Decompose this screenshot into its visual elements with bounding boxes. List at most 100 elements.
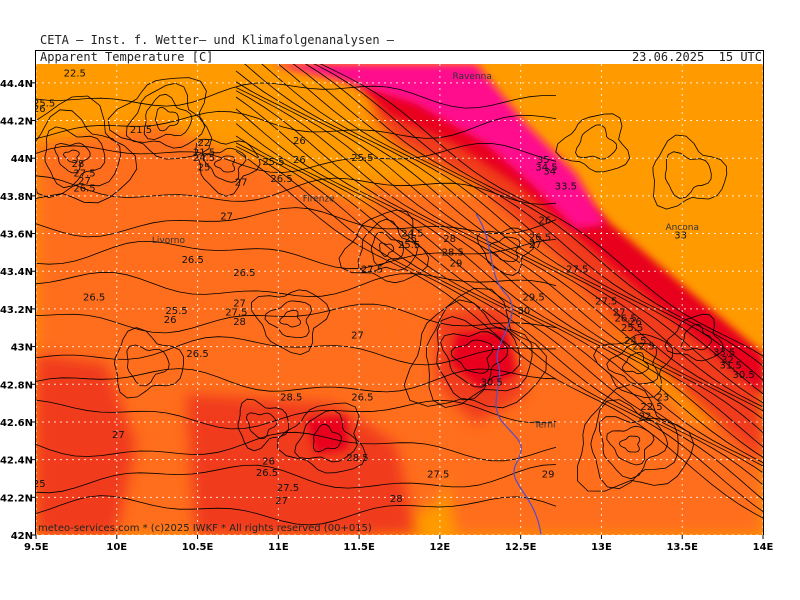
isoline-loop-23: [450, 339, 494, 374]
temperature-field: [36, 64, 763, 535]
isoline-loop-1: [36, 109, 121, 199]
lat-tick-label: 43N: [11, 343, 33, 354]
contour-label: 26.5: [73, 183, 95, 194]
city-label-ancona: Ancona: [665, 223, 699, 233]
contour-label: 25: [36, 479, 46, 490]
isoline-loop-28: [245, 412, 278, 440]
lon-tick-label: 14E: [753, 542, 774, 553]
isoline-west-3: [36, 175, 557, 205]
isoline-west-8: [36, 336, 557, 366]
isolines: [36, 64, 763, 526]
field-region-8: [306, 416, 348, 454]
lat-tick-label: 42.8N: [0, 380, 33, 391]
contour-label: 27: [613, 308, 626, 319]
contour-label: 28: [233, 317, 246, 328]
isoline-coastal-14: [235, 135, 763, 486]
isoline-coastal-0: [319, 64, 763, 357]
contour-label: 26.5: [186, 349, 208, 360]
contour-label: 25.5: [165, 306, 187, 317]
contour-label: 28.5: [280, 392, 302, 403]
contour-label: 30.5: [732, 370, 754, 381]
contour-label: 26: [36, 104, 46, 115]
contour-label: 27: [351, 330, 364, 341]
lat-tick-label: 42.6N: [0, 418, 33, 429]
contour-label: 29: [450, 259, 463, 270]
isoline-loop-39: [114, 327, 184, 399]
contour-label: 28: [390, 494, 403, 505]
isoline-loop-5: [107, 77, 213, 160]
lon-tick-label: 12.5E: [505, 542, 537, 553]
lon-tick-label: 10E: [106, 542, 127, 553]
contour-label: 25: [404, 234, 417, 245]
isoline-west-1: [36, 110, 557, 139]
contour-label: 22.5: [64, 68, 86, 79]
isoline-loop-22: [440, 331, 509, 388]
valid-time: 23.06.2025 15 UTC: [631, 50, 762, 64]
contour-label: 27: [235, 178, 248, 189]
contour-label: 28: [443, 234, 456, 245]
isoline-coastal-16: [235, 145, 763, 512]
contour-label: 29.5: [522, 293, 544, 304]
contour-label: 30: [518, 306, 531, 317]
contour-label: 35: [537, 155, 550, 166]
contour-label: 27: [275, 496, 288, 507]
isoline-loop-26: [312, 423, 342, 453]
contour-label: 26.5: [83, 293, 105, 304]
contour-label: 33.5: [713, 347, 735, 358]
lon-tick-label: 9.5E: [24, 542, 49, 553]
lon-tick-label: 11E: [268, 542, 289, 553]
field-region-9: [271, 64, 606, 229]
contour-label: 28: [72, 159, 85, 170]
lon-tick-label: 10.5E: [182, 542, 214, 553]
isoline-loop-15: [379, 242, 395, 257]
isoline-coastal-10: [235, 90, 763, 458]
isoline-loop-33: [590, 399, 679, 490]
isoline-loop-43: [555, 113, 631, 173]
contour-label: 27: [78, 176, 91, 187]
isoline-west-12: [36, 464, 557, 494]
temperature-map[interactable]: Ravenna Firenze Livorno Ancona Terni 22.5 25.…: [36, 64, 763, 535]
river-path: [475, 213, 542, 535]
isoline-coastal-12: [235, 108, 763, 467]
contour-label: 26.5: [351, 392, 373, 403]
lat-tick-label: 42N: [11, 531, 33, 542]
isoline-west-6: [36, 271, 557, 298]
lon-tick-label: 13E: [591, 542, 612, 553]
contour-label: 24.5: [624, 336, 646, 347]
contour-label: 26.5: [270, 174, 292, 185]
isoline-loop-44: [575, 124, 618, 160]
isoline-loop-27: [237, 398, 290, 452]
isoline-loop-17: [264, 300, 313, 339]
contour-label: 25: [198, 163, 211, 174]
isoline-coastal-3: [292, 64, 763, 395]
contour-label: 27: [220, 212, 233, 223]
city-label-terni: Terni: [533, 421, 555, 431]
isoline-loop-38: [681, 323, 713, 351]
isoline-loop-30: [606, 343, 659, 385]
contour-label: 22.5: [632, 342, 654, 353]
contour-label: 27.5: [595, 296, 617, 307]
isoline-west-4: [36, 207, 557, 238]
contour-label: 33.5: [555, 181, 577, 192]
isoline-loop-7: [143, 93, 193, 140]
contour-label: 26.5: [615, 313, 637, 324]
isoline-loop-24: [277, 402, 367, 474]
isoline-west-2: [36, 142, 557, 173]
contour-label: 26: [293, 155, 306, 166]
isoline-loop-41: [476, 227, 536, 276]
isoline-loop-2: [44, 126, 106, 189]
contour-label: 27.5: [361, 264, 383, 275]
copyright-credit: meteo-services.com * (c)2025 IWKF * All …: [38, 523, 372, 534]
contour-label: 25.5: [351, 153, 373, 164]
contour-label: 26: [262, 457, 275, 468]
contour-label: 27: [233, 298, 246, 309]
provider-title: CETA — Inst. f. Wetter— und Klimafolgena…: [40, 33, 395, 47]
isoline-loop-11: [213, 155, 235, 173]
isoline-west-7: [36, 303, 557, 334]
isoline-coastal-2: [304, 64, 763, 381]
contour-label: 26: [293, 136, 306, 147]
isoline-loop-21: [436, 316, 521, 401]
isoline-loop-13: [357, 218, 418, 273]
isoline-coastal-5: [261, 64, 763, 408]
isoline-loop-45: [652, 134, 728, 210]
